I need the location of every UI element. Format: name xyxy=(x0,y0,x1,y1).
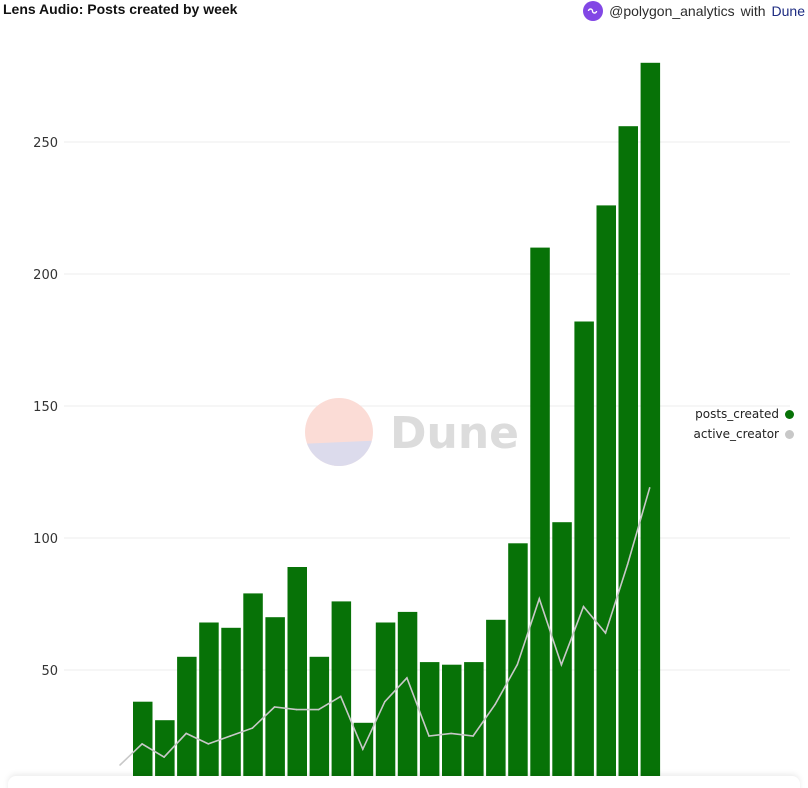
bar-posts-created[interactable] xyxy=(508,543,528,788)
point-active-creator[interactable] xyxy=(163,756,165,758)
y-tick-label: 150 xyxy=(33,400,58,415)
point-active-creator[interactable] xyxy=(295,708,298,711)
legend-label: posts_created xyxy=(695,407,779,421)
point-active-creator[interactable] xyxy=(582,605,585,608)
point-active-creator[interactable] xyxy=(604,632,607,634)
point-active-creator[interactable] xyxy=(516,663,519,666)
bar-posts-created[interactable] xyxy=(419,662,440,788)
bar-posts-created[interactable] xyxy=(265,617,285,788)
point-active-creator[interactable] xyxy=(406,677,408,679)
attribution-with: with xyxy=(740,3,766,19)
attribution-brand[interactable]: Dune xyxy=(771,3,805,19)
chart-title: Lens Audio: Posts created by week xyxy=(3,1,238,17)
bar-posts-created[interactable] xyxy=(596,205,617,788)
bar-posts-created[interactable] xyxy=(552,522,572,788)
y-tick-label: 250 xyxy=(33,136,58,151)
point-active-creator[interactable] xyxy=(472,735,474,737)
point-active-creator[interactable] xyxy=(428,735,430,737)
attribution-user[interactable]: @polygon_analytics xyxy=(609,3,735,19)
dune-watermark: Dune xyxy=(305,398,519,467)
point-active-creator[interactable] xyxy=(251,727,254,729)
point-active-creator[interactable] xyxy=(560,663,563,666)
bar-series-posts-created xyxy=(133,62,661,788)
point-active-creator[interactable] xyxy=(626,563,629,566)
legend-item-posts-created[interactable]: posts_created xyxy=(694,404,794,424)
point-active-creator[interactable] xyxy=(207,743,210,745)
bar-posts-created[interactable] xyxy=(199,622,219,788)
bar-posts-created[interactable] xyxy=(177,656,197,788)
y-tick-label: 100 xyxy=(33,532,58,547)
y-axis-ticks: 50 100 150 200 250 xyxy=(33,136,58,679)
point-active-creator[interactable] xyxy=(494,703,497,706)
point-active-creator[interactable] xyxy=(339,695,342,698)
legend-item-active-creator[interactable]: active_creator xyxy=(694,424,794,444)
y-tick-label: 200 xyxy=(33,268,58,283)
bar-posts-created[interactable] xyxy=(155,720,175,788)
bar-posts-created[interactable] xyxy=(464,662,484,788)
infinity-link-icon xyxy=(587,8,598,14)
legend-dot-icon xyxy=(785,409,794,419)
legend-dot-icon xyxy=(785,429,794,439)
bar-posts-created[interactable] xyxy=(309,656,330,788)
bar-posts-created[interactable] xyxy=(287,567,308,788)
bar-posts-created[interactable] xyxy=(530,247,550,788)
bar-posts-created[interactable] xyxy=(331,601,352,788)
point-active-creator[interactable] xyxy=(141,743,143,745)
bar-posts-created[interactable] xyxy=(375,622,396,788)
attribution[interactable]: @polygon_analytics with Dune xyxy=(583,0,805,22)
point-active-creator[interactable] xyxy=(229,735,232,737)
bar-posts-created[interactable] xyxy=(442,664,462,788)
point-active-creator[interactable] xyxy=(450,732,452,735)
watermark-text: Dune xyxy=(390,408,519,459)
point-active-creator[interactable] xyxy=(362,748,364,750)
point-active-creator[interactable] xyxy=(648,487,651,489)
bar-posts-created[interactable] xyxy=(618,126,639,788)
point-active-creator[interactable] xyxy=(317,708,320,711)
point-active-creator[interactable] xyxy=(384,700,386,703)
grid-lines xyxy=(64,141,790,671)
legend: posts_created active_creator xyxy=(694,404,794,444)
bar-posts-created[interactable] xyxy=(221,627,241,788)
point-active-creator[interactable] xyxy=(185,732,187,735)
bar-posts-created[interactable] xyxy=(640,62,661,788)
bar-posts-created[interactable] xyxy=(397,611,418,788)
watermark-logo-lower-icon xyxy=(307,440,372,467)
point-active-creator[interactable] xyxy=(273,706,276,708)
point-active-creator[interactable] xyxy=(119,764,121,766)
polygon-avatar-icon[interactable] xyxy=(583,1,604,21)
bar-posts-created[interactable] xyxy=(574,321,594,788)
point-active-creator[interactable] xyxy=(538,597,541,600)
line-series-active-creator xyxy=(119,487,651,766)
y-tick-label: 50 xyxy=(41,664,58,679)
legend-label: active_creator xyxy=(693,427,779,441)
bottom-panel xyxy=(8,776,800,788)
bar-posts-created[interactable] xyxy=(243,593,263,788)
